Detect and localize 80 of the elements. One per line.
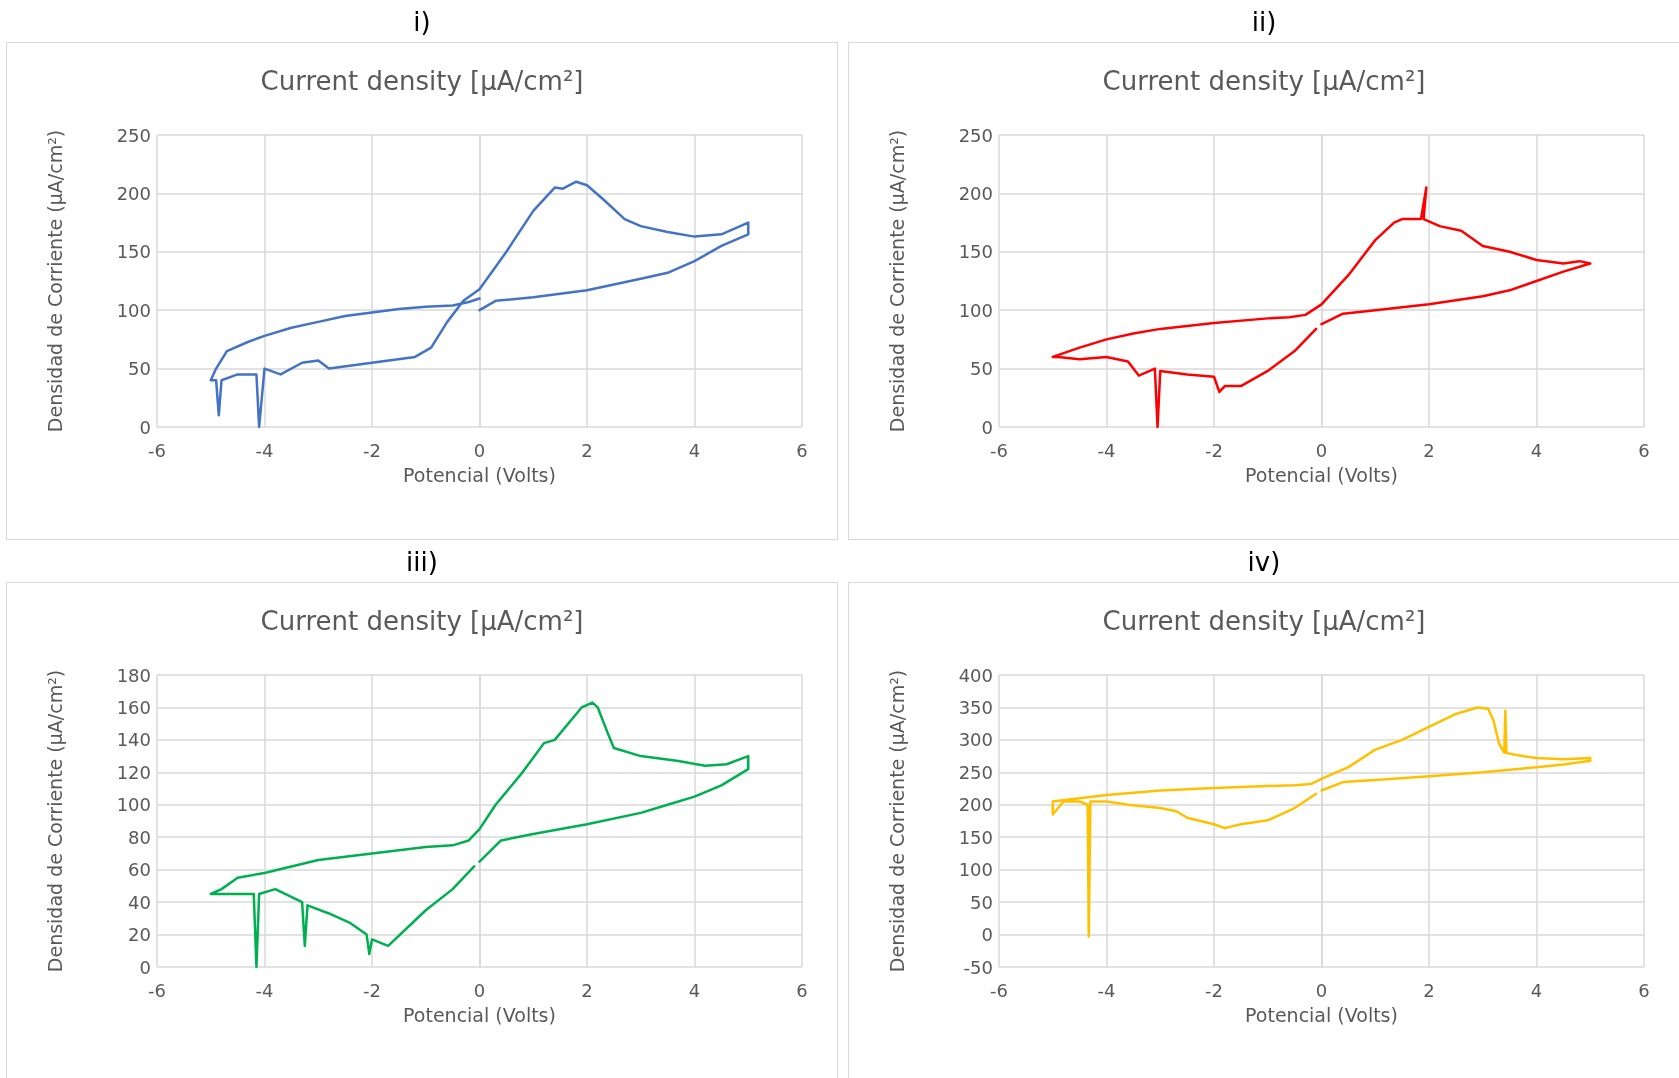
x-tick-label: 2 xyxy=(581,979,593,1001)
y-tick-label: 350 xyxy=(958,696,993,718)
line-series xyxy=(1051,706,1592,938)
y-tick-label: 40 xyxy=(128,891,151,913)
text: ii) xyxy=(1250,6,1278,39)
x-axis-title: Potencial (Volts) xyxy=(403,463,556,486)
x-tick-label: 4 xyxy=(1530,979,1543,1001)
x-tick-label: -2 xyxy=(1205,979,1223,1001)
y-tick-label: 100 xyxy=(958,859,993,881)
y-tick-label: 250 xyxy=(958,761,993,783)
x-tick-label: 0 xyxy=(1315,439,1328,461)
y-tick-label: 50 xyxy=(970,891,993,913)
x-axis-title: Potencial (Volts) xyxy=(403,1003,556,1026)
y-tick-label: 250 xyxy=(116,124,151,146)
x-tick-label: 4 xyxy=(688,439,701,461)
x-tick-label: 2 xyxy=(1423,439,1435,461)
text: iii) xyxy=(405,546,439,579)
y-tick-label: 100 xyxy=(116,299,151,321)
x-tick-label: 6 xyxy=(1638,439,1650,461)
y-tick-label: 20 xyxy=(128,924,151,946)
y-tick-label: 0 xyxy=(981,924,993,946)
x-tick-label: -4 xyxy=(1097,979,1116,1001)
x-tick-label: 0 xyxy=(473,439,486,461)
y-axis-title: Densidad de Corriente (µA/cm²) xyxy=(44,129,66,433)
x-tick-label: -2 xyxy=(363,439,381,461)
y-axis-title: Densidad de Corriente (µA/cm²) xyxy=(886,129,908,433)
line-series xyxy=(1051,186,1592,429)
y-tick-label: 120 xyxy=(116,761,151,783)
y-tick-label: 50 xyxy=(128,358,151,380)
y-tick-label: 0 xyxy=(139,956,151,978)
x-tick-label: -2 xyxy=(363,979,381,1001)
x-tick-label: 6 xyxy=(796,439,808,461)
x-tick-label: -4 xyxy=(255,979,274,1001)
line-series xyxy=(209,180,750,429)
y-tick-label: 0 xyxy=(981,416,993,438)
x-tick-label: 2 xyxy=(581,439,593,461)
y-tick-label: 80 xyxy=(128,826,151,848)
y-axis-title: Densidad de Corriente (µA/cm²) xyxy=(44,669,66,973)
y-tick-label: -50 xyxy=(963,956,993,978)
y-tick-label: 150 xyxy=(958,241,993,263)
y-tick-label: 100 xyxy=(958,299,993,321)
text: iv) xyxy=(1246,546,1282,579)
x-tick-label: 6 xyxy=(796,979,808,1001)
y-tick-label: 0 xyxy=(139,416,151,438)
y-tick-label: 300 xyxy=(958,729,993,751)
x-axis-title: Potencial (Volts) xyxy=(1245,463,1398,486)
y-tick-label: 150 xyxy=(958,826,993,848)
line-series xyxy=(209,701,750,969)
x-tick-label: 4 xyxy=(1530,439,1543,461)
x-tick-label: 4 xyxy=(688,979,701,1001)
y-tick-label: 200 xyxy=(958,794,993,816)
text: i) xyxy=(412,6,432,39)
x-tick-label: -6 xyxy=(148,979,166,1001)
chart-title: Current density [µA/cm²] xyxy=(260,606,584,636)
y-tick-label: 150 xyxy=(116,241,151,263)
x-tick-label: -6 xyxy=(148,439,166,461)
y-axis-title: Densidad de Corriente (µA/cm²) xyxy=(886,669,908,973)
x-tick-label: 6 xyxy=(1638,979,1650,1001)
y-tick-label: 180 xyxy=(116,664,151,686)
x-tick-label: -4 xyxy=(1097,439,1116,461)
y-tick-label: 50 xyxy=(970,358,993,380)
x-axis-title: Potencial (Volts) xyxy=(1245,1003,1398,1026)
y-tick-label: 200 xyxy=(116,182,151,204)
y-tick-label: 160 xyxy=(116,696,151,718)
x-tick-label: -2 xyxy=(1205,439,1223,461)
chart-title: Current density [µA/cm²] xyxy=(260,66,584,96)
chart-title: Current density [µA/cm²] xyxy=(1102,606,1426,636)
x-tick-label: 0 xyxy=(473,979,486,1001)
y-tick-label: 400 xyxy=(958,664,993,686)
x-tick-label: -6 xyxy=(990,979,1008,1001)
y-tick-label: 200 xyxy=(958,182,993,204)
x-tick-label: -6 xyxy=(990,439,1008,461)
y-tick-label: 250 xyxy=(958,124,993,146)
x-tick-label: -4 xyxy=(255,439,274,461)
y-tick-label: 60 xyxy=(128,859,151,881)
y-tick-label: 100 xyxy=(116,794,151,816)
chart-title: Current density [µA/cm²] xyxy=(1102,66,1426,96)
x-tick-label: 0 xyxy=(1315,979,1328,1001)
y-tick-label: 140 xyxy=(116,729,151,751)
x-tick-label: 2 xyxy=(1423,979,1435,1001)
